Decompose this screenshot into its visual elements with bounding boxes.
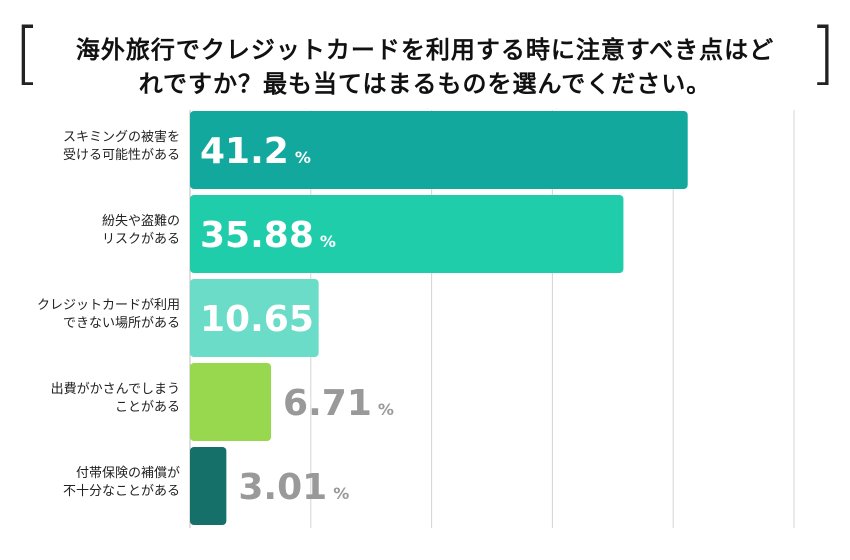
category-label: 出費がかさんでしまう [51,382,180,397]
value-label: 3.01 [238,467,327,508]
chart-title-line-1: 海外旅行でクレジットカードを利用する時に注意すべき点はど [75,36,775,64]
unit-label: % [295,148,311,167]
unit-label: % [320,316,336,335]
value-label: 6.71 [283,383,372,424]
unit-label: % [320,232,336,251]
bar [190,111,688,189]
category-label: 不十分なことがある [63,484,180,499]
category-label: 紛失や盗難の [102,213,180,229]
category-label: クレジットカードが利用 [37,298,180,313]
bar [190,279,319,357]
chart-title-line-2: れですか？最も当てはまるものを選んでください。 [138,70,712,98]
value-label: 10.65 [200,299,314,340]
title-bracket-open: [ [14,14,41,93]
title-bracket-close: ] [809,14,836,93]
category-label: できない場所がある [63,316,180,331]
category-label: 受ける可能性がある [63,148,180,163]
category-label: リスクがある [102,232,180,247]
bar [190,195,624,273]
category-label: スキミングの被害を [63,129,180,145]
category-label: 付帯保険の補償が [76,466,180,481]
unit-label: % [378,400,394,419]
bar [190,363,272,441]
bar [190,447,227,525]
category-label: ことがある [115,400,180,415]
chart-header: [ 海外旅行でクレジットカードを利用する時に注意すべき点はど れですか？最も当て… [0,0,850,110]
value-label: 41.2 [200,131,289,172]
value-label: 35.88 [200,215,314,256]
unit-label: % [333,484,349,503]
